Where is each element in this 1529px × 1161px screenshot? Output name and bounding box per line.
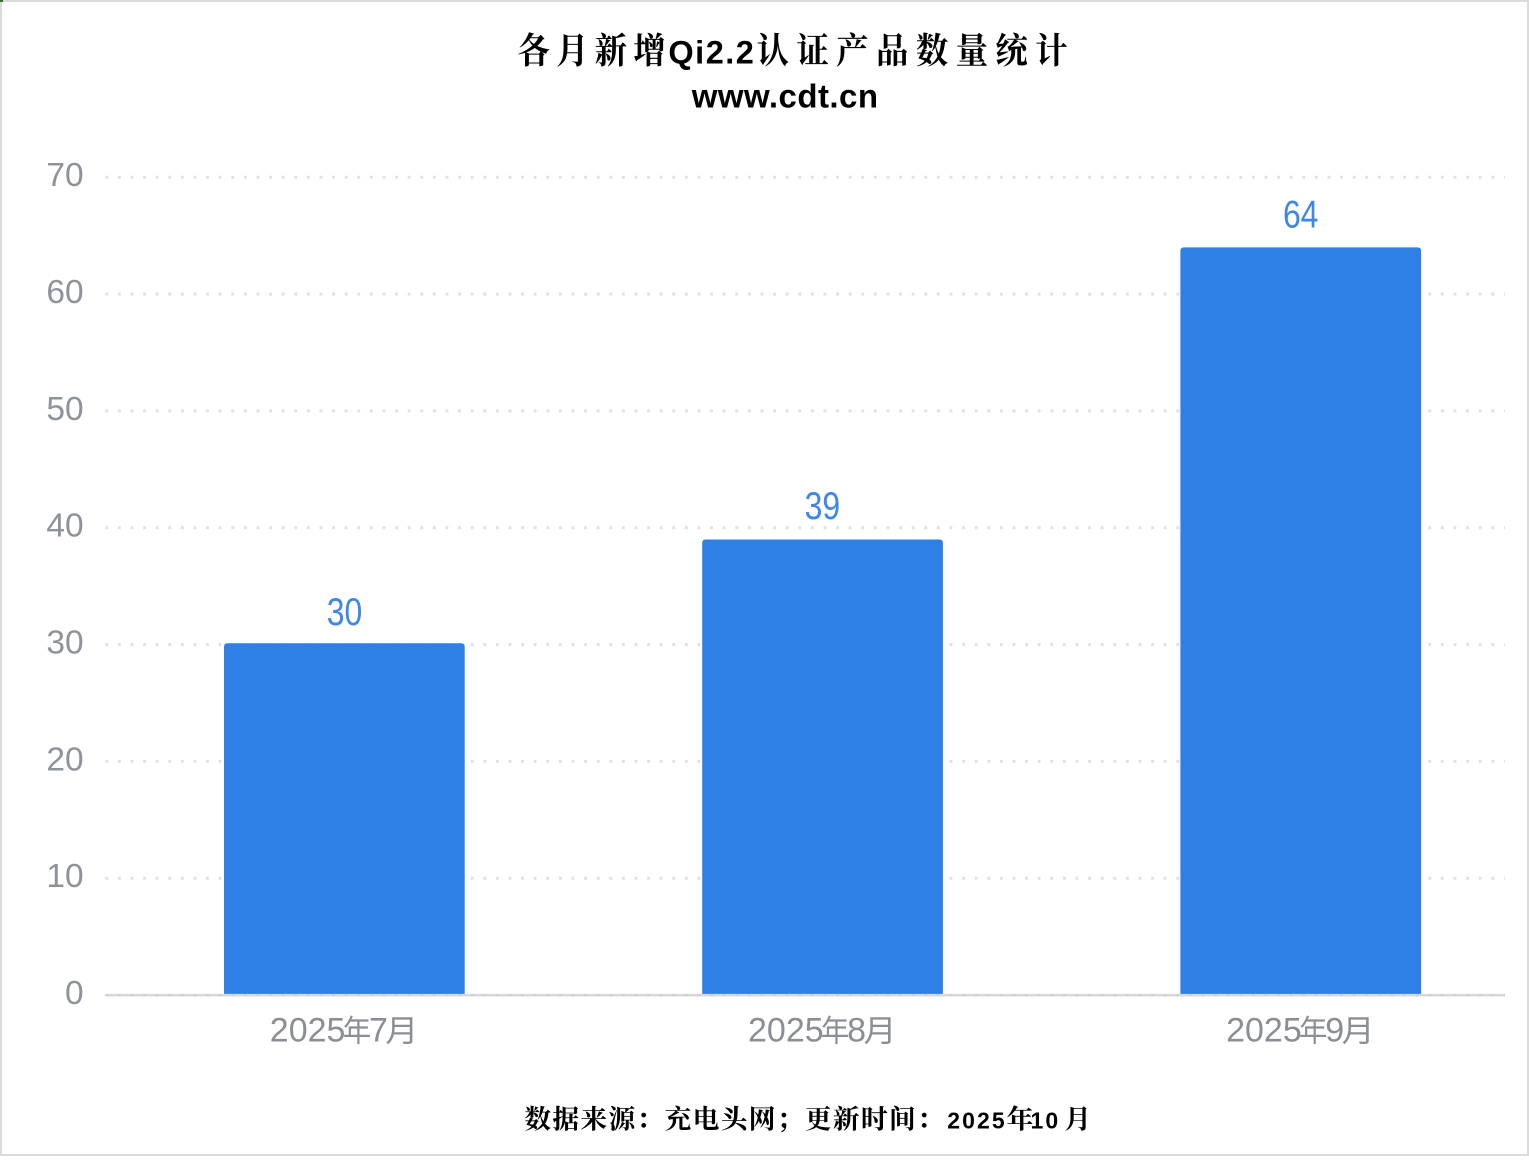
svg-text:2025: 2025 [748,1012,824,1050]
svg-text:8: 8 [847,1012,866,1050]
svg-text:2025: 2025 [1226,1012,1302,1050]
svg-text:50: 50 [46,391,83,428]
svg-text:2025: 2025 [947,1107,1006,1133]
svg-text:2025: 2025 [270,1012,346,1050]
svg-text:10: 10 [46,858,83,895]
svg-text:39: 39 [805,485,841,528]
svg-text:7: 7 [369,1012,388,1050]
svg-text:30: 30 [46,625,83,662]
svg-text:40: 40 [46,508,83,545]
svg-text:30: 30 [327,591,363,634]
svg-text:60: 60 [46,274,83,311]
svg-text:0: 0 [65,975,84,1012]
svg-text:Qi2.2: Qi2.2 [668,34,755,70]
svg-text:9: 9 [1325,1012,1344,1050]
svg-text:www.cdt.cn: www.cdt.cn [691,78,879,115]
svg-text:70: 70 [46,157,83,194]
svg-text:10: 10 [1031,1107,1061,1133]
svg-text:20: 20 [46,741,83,778]
svg-text:64: 64 [1283,193,1319,236]
